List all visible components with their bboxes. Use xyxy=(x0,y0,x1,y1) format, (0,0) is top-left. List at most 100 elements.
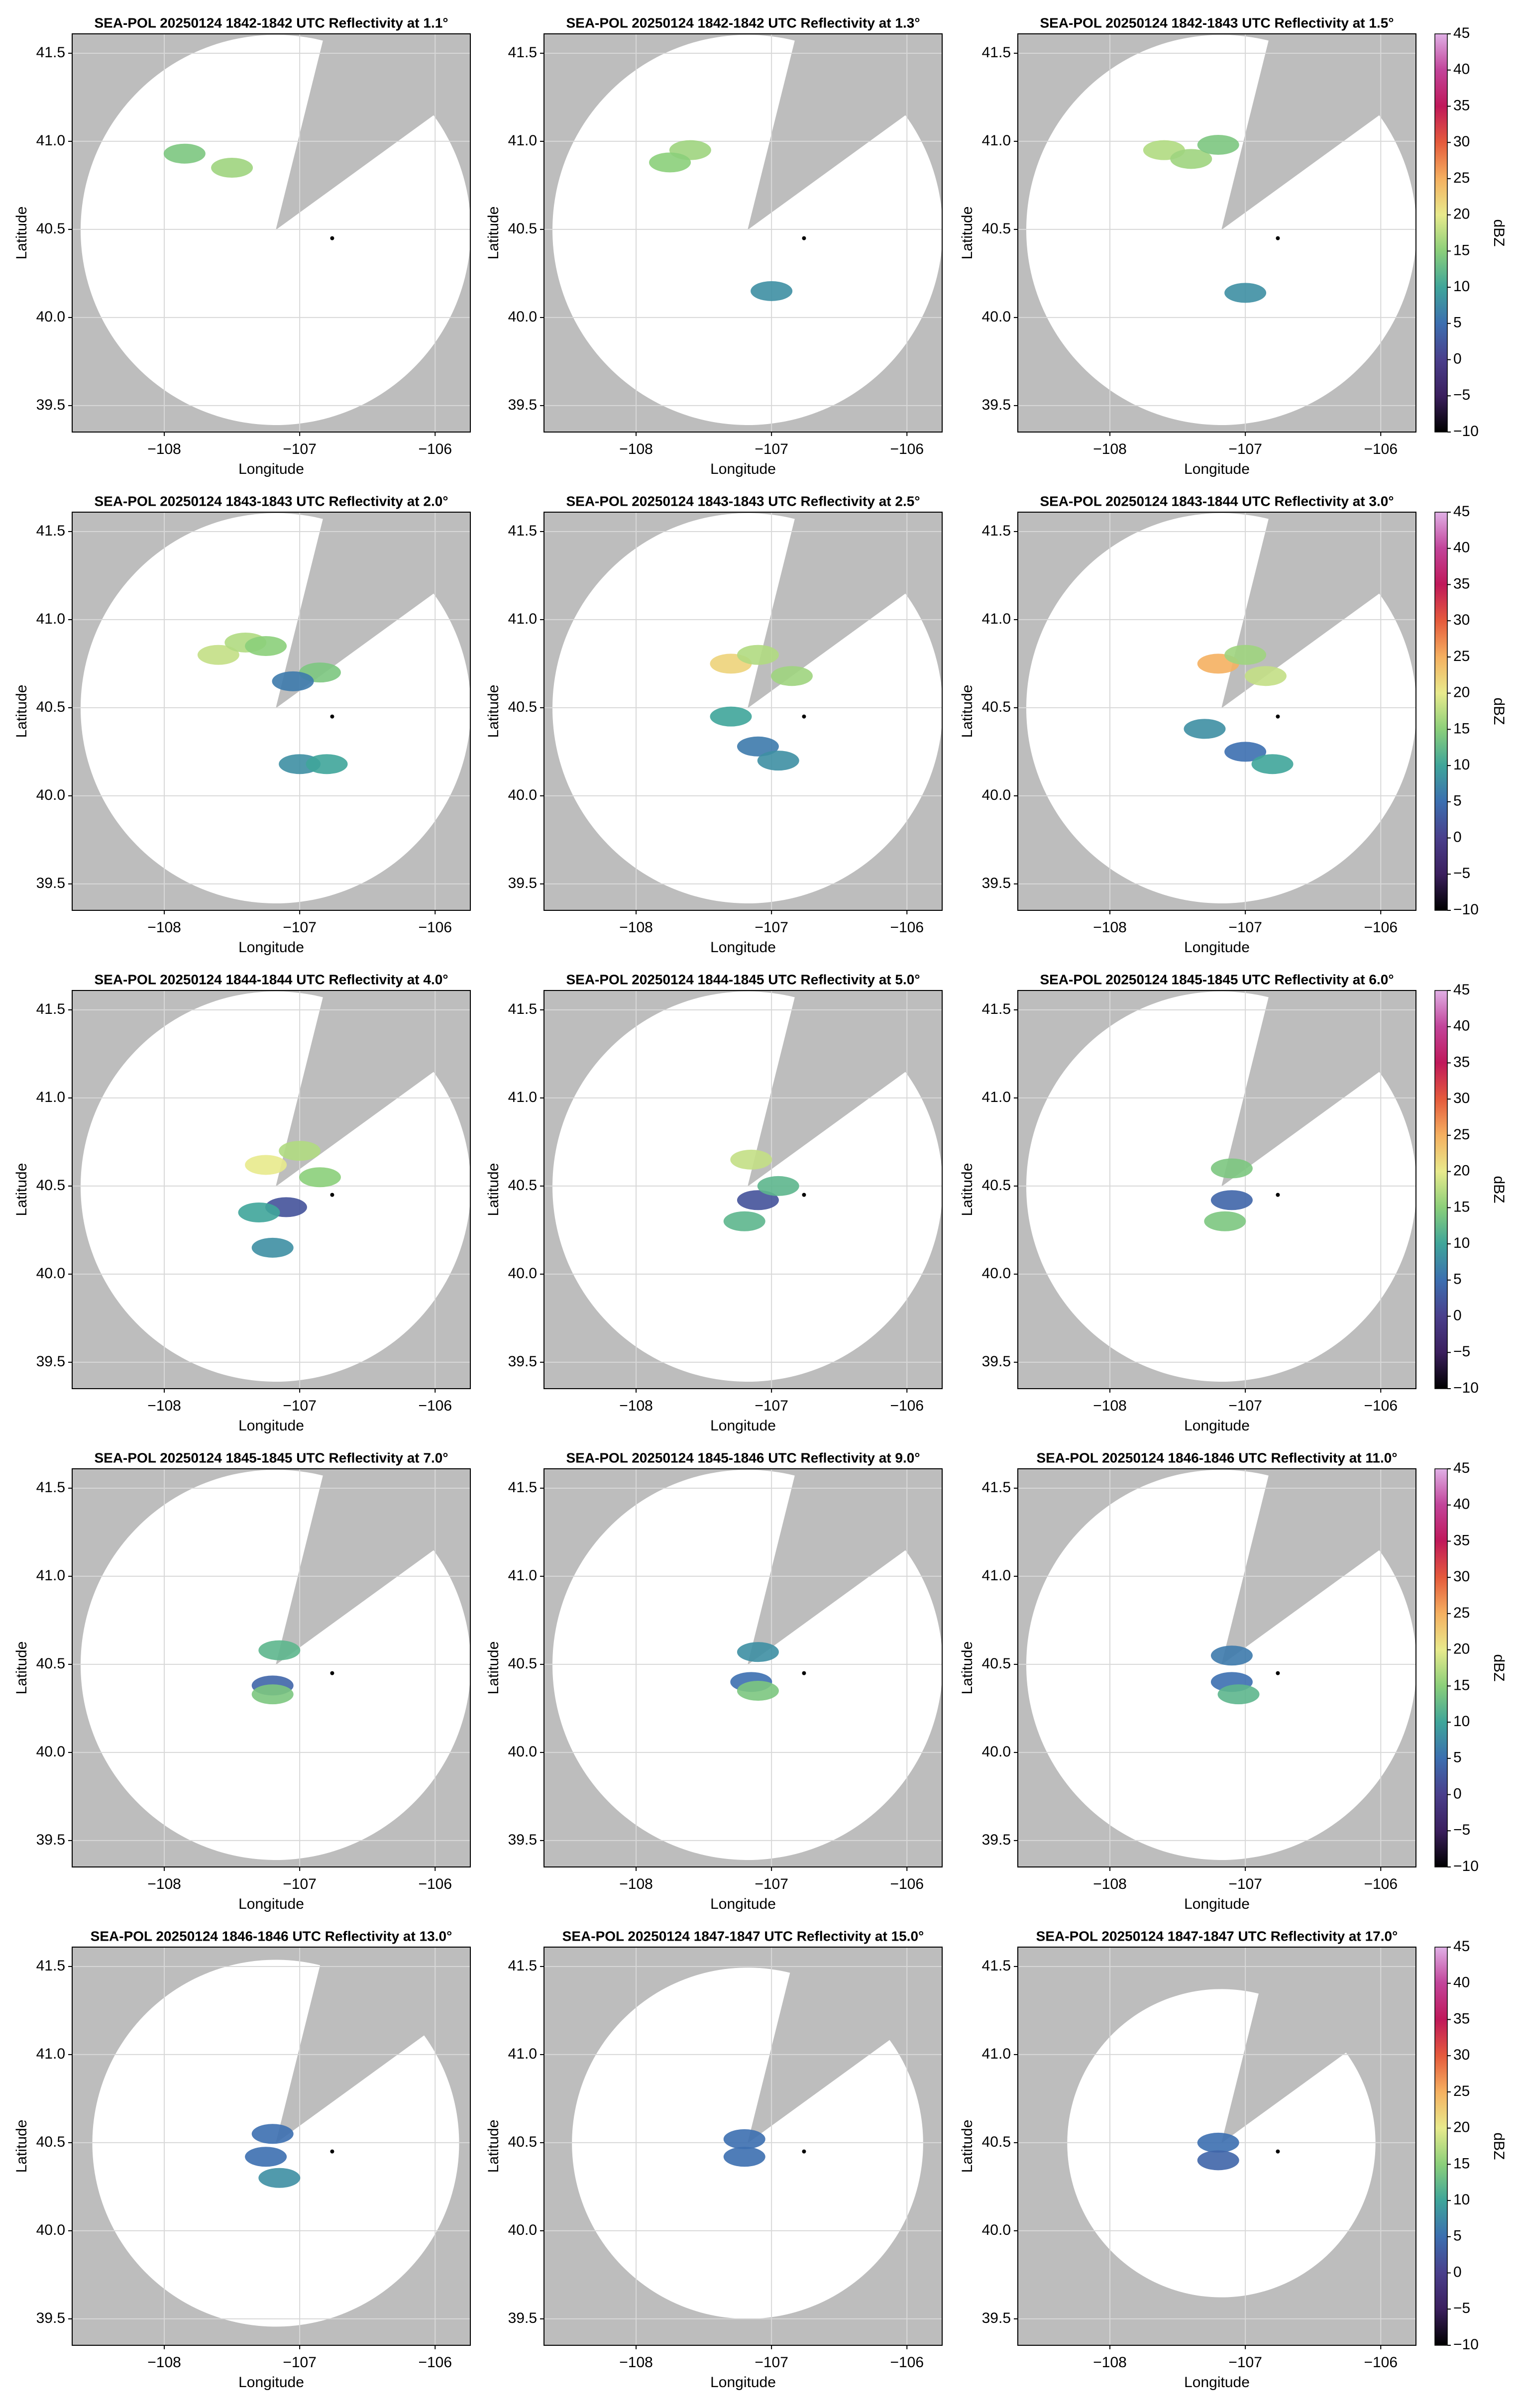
coverage xyxy=(81,35,470,425)
colorbar-tick-label: −5 xyxy=(1453,387,1470,403)
chart-title: SEA-POL 20250124 1842-1842 UTC Reflectiv… xyxy=(94,15,448,30)
y-tick-label: 40.0 xyxy=(508,309,537,325)
radar-site xyxy=(330,714,334,719)
y-tick-label: 41.5 xyxy=(36,1479,65,1496)
chart-title: SEA-POL 20250124 1844-1844 UTC Reflectiv… xyxy=(94,972,448,987)
radar-site xyxy=(1276,1671,1280,1675)
y-tick-label: 40.0 xyxy=(982,787,1011,803)
y-tick-label: 41.5 xyxy=(508,523,537,539)
y-tick-label: 40.0 xyxy=(508,1265,537,1282)
colorbar-tick-label: 30 xyxy=(1453,2047,1470,2063)
x-tick-label: −106 xyxy=(1364,1398,1398,1414)
colorbar-tick-label: 20 xyxy=(1453,1641,1470,1657)
echo xyxy=(1210,1158,1253,1179)
colorbar-tick-label: 15 xyxy=(1453,1199,1470,1215)
colorbar-tick-label: −5 xyxy=(1453,1343,1470,1360)
x-tick-label: −108 xyxy=(619,1876,653,1892)
y-tick-label: 39.5 xyxy=(982,1353,1011,1370)
y-tick-label: 40.5 xyxy=(982,2134,1011,2150)
y-axis-label: Latitude xyxy=(959,1642,975,1695)
radar-site xyxy=(802,714,806,719)
panel: −108 −107 −106 39.5 40.0 40.5 41.0 41.5 SEA-POL … xyxy=(959,1928,1507,2391)
coverage xyxy=(1026,513,1416,903)
echo xyxy=(1210,1190,1253,1210)
plot-area xyxy=(544,1947,942,2345)
x-tick-label: −108 xyxy=(619,919,653,936)
echo xyxy=(245,1155,287,1175)
echo xyxy=(1217,1684,1260,1705)
y-tick-label: 40.5 xyxy=(36,1655,65,1672)
colorbar-tick-label: 20 xyxy=(1453,2119,1470,2136)
plot-area xyxy=(544,990,942,1389)
y-tick-label: 40.5 xyxy=(508,220,537,237)
panel: −108 −107 −106 39.5 40.0 40.5 41.0 41.5 SEA-POL … xyxy=(485,1928,943,2391)
colorbar-tick-label: 45 xyxy=(1453,25,1470,41)
colorbar-tick-label: 20 xyxy=(1453,206,1470,222)
panel: −108 −107 −106 39.5 40.0 40.5 41.0 41.5 SEA-POL … xyxy=(959,1450,1507,1912)
colorbar-tick-label: 45 xyxy=(1453,982,1470,998)
y-tick-label: 39.5 xyxy=(508,2310,537,2326)
colorbar-tick-label: 0 xyxy=(1453,829,1462,845)
x-tick-label: −107 xyxy=(755,1398,788,1414)
frame xyxy=(72,1947,471,2346)
echo xyxy=(1224,742,1267,762)
chart-title: SEA-POL 20250124 1846-1846 UTC Reflectiv… xyxy=(1036,1450,1397,1465)
coverage xyxy=(552,35,942,425)
echo xyxy=(649,152,691,173)
panel: −108 −107 −106 39.5 40.0 40.5 41.0 41.5 SEA-POL … xyxy=(13,972,471,1434)
x-axis-label: Longitude xyxy=(1184,1896,1250,1912)
y-tick-label: 41.5 xyxy=(982,44,1011,61)
colorbar-tick-label: 25 xyxy=(1453,2083,1470,2099)
coverage xyxy=(552,513,942,903)
x-tick-label: −107 xyxy=(755,919,788,936)
radar-site xyxy=(802,1193,806,1197)
y-axis-label: Latitude xyxy=(13,1163,30,1216)
colorbar-label: dBZ xyxy=(1491,1654,1507,1681)
y-tick-label: 41.0 xyxy=(982,1567,1011,1584)
x-axis-label: Longitude xyxy=(1184,939,1250,956)
colorbar-label: dBZ xyxy=(1491,1176,1507,1203)
x-tick-label: −107 xyxy=(283,1876,317,1892)
y-tick-label: 41.0 xyxy=(36,1567,65,1584)
panel: −108 −107 −106 39.5 40.0 40.5 41.0 41.5 SEA-POL … xyxy=(13,15,471,477)
y-tick-label: 41.5 xyxy=(982,523,1011,539)
colorbar-tick-label: 30 xyxy=(1453,1568,1470,1585)
x-tick-label: −108 xyxy=(1093,1398,1127,1414)
colorbar-tick-label: 15 xyxy=(1453,2155,1470,2172)
colorbar-tick-label: 35 xyxy=(1453,2010,1470,2027)
x-tick-label: −107 xyxy=(1228,1876,1262,1892)
plot-area xyxy=(1018,1947,1416,2345)
frame xyxy=(543,1947,943,2346)
radar-site xyxy=(1276,1193,1280,1197)
echo xyxy=(272,671,314,691)
plot-area xyxy=(544,34,942,432)
y-tick-label: 41.0 xyxy=(508,611,537,627)
y-tick-label: 40.0 xyxy=(36,787,65,803)
chart-title: SEA-POL 20250124 1846-1846 UTC Reflectiv… xyxy=(91,1928,452,1944)
x-tick-label: −107 xyxy=(283,441,317,457)
y-axis-label: Latitude xyxy=(485,1163,502,1216)
y-tick-label: 41.5 xyxy=(508,1001,537,1017)
radar-site xyxy=(330,1671,334,1675)
y-tick-label: 40.0 xyxy=(36,2222,65,2238)
x-tick-label: −106 xyxy=(418,2354,452,2371)
y-tick-label: 40.0 xyxy=(982,1265,1011,1282)
colorbar-tick-label: 45 xyxy=(1453,1460,1470,1476)
y-tick-label: 40.5 xyxy=(508,699,537,715)
y-tick-label: 40.5 xyxy=(36,1177,65,1194)
echo xyxy=(197,645,239,665)
frame xyxy=(1017,990,1416,1389)
y-axis-label: Latitude xyxy=(13,2120,30,2173)
y-tick-label: 40.0 xyxy=(508,1744,537,1760)
y-tick-label: 40.0 xyxy=(36,1744,65,1760)
y-axis-label: Latitude xyxy=(485,2120,502,2173)
chart-title: SEA-POL 20250124 1847-1847 UTC Reflectiv… xyxy=(1036,1928,1398,1944)
y-tick-label: 39.5 xyxy=(982,1832,1011,1848)
frame xyxy=(1017,1468,1416,1867)
chart-title: SEA-POL 20250124 1845-1845 UTC Reflectiv… xyxy=(94,1450,448,1465)
radar-site xyxy=(802,2149,806,2154)
y-axis-label: Latitude xyxy=(959,1163,975,1216)
y-tick-label: 40.0 xyxy=(508,2222,537,2238)
echo xyxy=(299,1167,341,1188)
echo xyxy=(770,666,813,686)
